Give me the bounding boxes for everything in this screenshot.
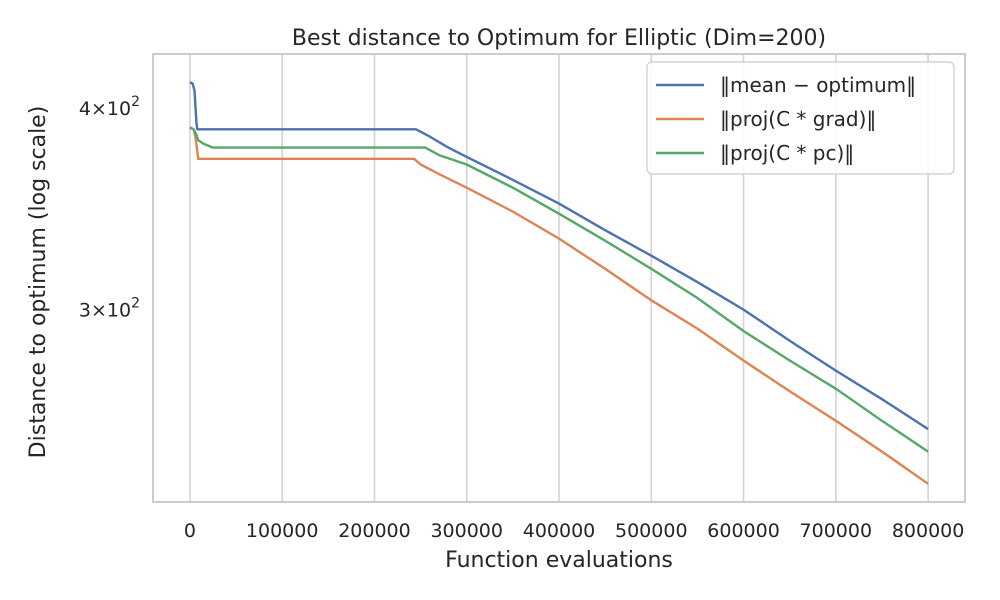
y-tick-base: 10 [107, 300, 131, 322]
series-line-1 [189, 126, 929, 485]
x-tick-label: 300000 [430, 520, 503, 542]
legend-label-0: ‖mean − optimum‖ [720, 73, 916, 97]
x-tick-label: 600000 [707, 520, 780, 542]
y-axis-label: Distance to optimum (log scale) [26, 106, 51, 459]
plot-frame [152, 53, 966, 503]
legend: ‖mean − optimum‖ ‖proj(C * grad)‖ ‖proj(C … [646, 61, 955, 175]
y-tick-exponent: 2 [131, 296, 140, 312]
y-tick-times: × [91, 300, 107, 322]
x-axis-label: Function evaluations [445, 548, 673, 573]
x-axis: 0 100000 200000 300000 400000 500000 600000 700… [184, 520, 964, 542]
x-tick-label: 0 [184, 520, 196, 542]
y-tick-times: × [91, 98, 107, 120]
x-tick-label: 500000 [615, 520, 688, 542]
series-line-2 [189, 126, 929, 453]
y-tick-label: 4×102 [79, 94, 140, 120]
x-tick-label: 400000 [523, 520, 596, 542]
x-tick-label: 200000 [338, 520, 411, 542]
legend-label-1: ‖proj(C * grad)‖ [720, 107, 876, 131]
y-tick-exponent: 2 [131, 94, 140, 110]
y-tick-label: 3×102 [79, 296, 140, 322]
y-tick-mantissa: 4 [79, 98, 91, 120]
chart-title: Best distance to Optimum for Elliptic (D… [292, 26, 826, 51]
legend-label-2: ‖proj(C * pc)‖ [720, 141, 854, 165]
y-tick-mantissa: 3 [79, 300, 91, 322]
series-line-0 [189, 81, 929, 431]
y-tick-base: 10 [107, 98, 131, 120]
legend-frame [646, 61, 955, 175]
x-tick-label: 100000 [246, 520, 319, 542]
x-tick-label: 700000 [800, 520, 873, 542]
plot-area [189, 81, 929, 485]
x-tick-label: 800000 [892, 520, 965, 542]
